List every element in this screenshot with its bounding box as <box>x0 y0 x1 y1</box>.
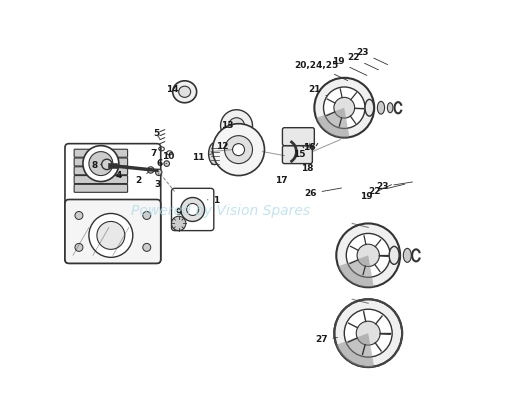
FancyBboxPatch shape <box>282 128 314 146</box>
Ellipse shape <box>179 86 191 97</box>
Text: 17: 17 <box>275 176 288 185</box>
Circle shape <box>225 136 252 164</box>
FancyBboxPatch shape <box>74 176 128 184</box>
Text: 14: 14 <box>166 85 178 94</box>
Circle shape <box>356 321 380 345</box>
Ellipse shape <box>389 247 399 265</box>
Text: 3: 3 <box>155 174 161 189</box>
Text: 7: 7 <box>150 149 162 158</box>
Circle shape <box>89 152 113 176</box>
Text: 4: 4 <box>116 168 129 180</box>
Circle shape <box>89 213 133 257</box>
Ellipse shape <box>365 99 374 116</box>
Circle shape <box>172 216 186 231</box>
Circle shape <box>346 233 390 277</box>
Text: 12: 12 <box>216 142 229 151</box>
Text: 20,24,25: 20,24,25 <box>294 61 348 81</box>
Ellipse shape <box>173 81 196 103</box>
Circle shape <box>164 161 170 166</box>
Circle shape <box>181 198 205 221</box>
FancyBboxPatch shape <box>282 146 313 164</box>
Ellipse shape <box>387 103 393 113</box>
Text: 18: 18 <box>301 164 314 173</box>
Text: 9: 9 <box>176 208 182 217</box>
FancyBboxPatch shape <box>74 158 128 166</box>
FancyBboxPatch shape <box>74 184 128 192</box>
Text: 21: 21 <box>308 85 327 96</box>
Circle shape <box>221 110 252 142</box>
Circle shape <box>334 97 355 118</box>
Circle shape <box>156 169 162 176</box>
Text: 1: 1 <box>208 196 220 205</box>
Circle shape <box>187 203 198 215</box>
Ellipse shape <box>209 143 221 165</box>
Text: 6: 6 <box>157 159 167 168</box>
FancyBboxPatch shape <box>74 167 128 175</box>
Circle shape <box>143 211 151 219</box>
FancyBboxPatch shape <box>65 144 161 263</box>
Text: Powered by Vision Spares: Powered by Vision Spares <box>131 204 310 219</box>
Text: 15: 15 <box>293 150 306 159</box>
Circle shape <box>334 299 402 367</box>
Text: 22: 22 <box>368 184 405 196</box>
Text: 5: 5 <box>153 129 160 139</box>
FancyBboxPatch shape <box>172 188 214 231</box>
Circle shape <box>97 221 125 249</box>
Circle shape <box>75 211 83 219</box>
Wedge shape <box>338 255 374 287</box>
Text: 23: 23 <box>376 182 413 191</box>
Text: 13: 13 <box>222 121 234 130</box>
Circle shape <box>83 146 119 182</box>
Circle shape <box>357 244 379 267</box>
Text: 11: 11 <box>191 153 213 162</box>
Text: 27: 27 <box>315 336 337 344</box>
Circle shape <box>75 243 83 251</box>
Text: 16: 16 <box>303 143 316 152</box>
Text: 23: 23 <box>356 48 388 65</box>
Circle shape <box>232 144 244 156</box>
Circle shape <box>324 87 365 128</box>
Text: 19: 19 <box>360 185 391 201</box>
Text: 2: 2 <box>136 172 148 185</box>
Text: 26: 26 <box>304 188 341 198</box>
Circle shape <box>147 167 154 173</box>
Circle shape <box>102 159 112 170</box>
Text: 10: 10 <box>163 152 175 161</box>
Circle shape <box>314 78 374 138</box>
Ellipse shape <box>377 101 385 114</box>
Circle shape <box>344 309 392 357</box>
Text: 19: 19 <box>332 57 367 75</box>
Circle shape <box>143 243 151 251</box>
Text: 22: 22 <box>347 53 378 70</box>
Ellipse shape <box>403 248 411 263</box>
Text: 8: 8 <box>91 161 102 170</box>
Circle shape <box>336 223 400 287</box>
FancyBboxPatch shape <box>74 149 128 157</box>
FancyBboxPatch shape <box>65 200 161 263</box>
Circle shape <box>213 124 265 176</box>
Wedge shape <box>316 108 349 138</box>
Wedge shape <box>336 333 374 367</box>
Circle shape <box>229 118 244 134</box>
